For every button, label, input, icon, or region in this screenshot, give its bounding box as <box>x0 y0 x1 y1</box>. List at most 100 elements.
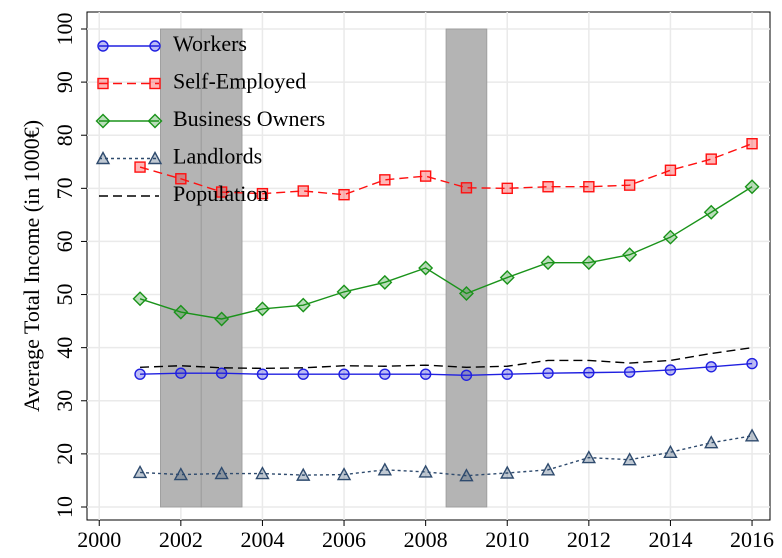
marker <box>379 174 391 186</box>
marker <box>664 164 677 176</box>
legend-label: Self-Employed <box>173 69 306 94</box>
legend-label: Landlords <box>173 144 262 169</box>
marker <box>583 181 595 193</box>
x-tick-label: 2002 <box>159 527 203 552</box>
marker <box>147 113 163 129</box>
marker <box>134 161 146 173</box>
legend-label: Business Owners <box>173 106 325 131</box>
marker <box>662 229 678 245</box>
marker <box>214 466 229 480</box>
shaded-period <box>445 28 488 508</box>
marker <box>583 366 595 379</box>
shaded-period <box>200 28 243 508</box>
x-tick-label: 2006 <box>322 527 366 552</box>
marker <box>419 170 432 182</box>
marker <box>215 367 228 379</box>
marker <box>540 255 556 271</box>
marker <box>746 138 758 150</box>
marker <box>460 369 473 381</box>
legend: Workers Self-Employed Business Owners Landl… <box>95 31 325 206</box>
marker <box>664 364 677 376</box>
marker <box>336 284 352 300</box>
y-tick-label: 50 <box>52 284 77 306</box>
marker <box>175 367 187 379</box>
series-line <box>140 362 753 376</box>
marker <box>744 179 760 195</box>
marker <box>540 462 556 476</box>
x-tick-label: 2012 <box>567 527 611 552</box>
marker <box>173 467 189 481</box>
marker <box>338 188 350 201</box>
series-line <box>140 435 753 477</box>
marker <box>173 304 189 320</box>
y-axis-label: Average Total Income (in 1000€) <box>19 120 44 412</box>
marker <box>295 297 311 313</box>
marker <box>499 270 515 286</box>
marker <box>256 368 269 380</box>
marker <box>254 301 270 317</box>
marker <box>458 285 474 301</box>
y-tick-label: 100 <box>52 12 77 45</box>
marker <box>149 40 161 52</box>
marker <box>623 366 636 378</box>
x-tick-label: 2008 <box>404 527 448 552</box>
series-line <box>139 186 753 320</box>
x-tick-label: 2016 <box>730 527 774 552</box>
marker <box>132 291 148 307</box>
series-line <box>140 346 753 370</box>
marker <box>623 179 636 191</box>
marker <box>338 368 350 380</box>
x-tick-label: 2004 <box>240 527 284 552</box>
y-tick-label: 20 <box>52 443 77 465</box>
x-tick-label: 2014 <box>648 527 692 552</box>
marker <box>418 260 434 276</box>
marker <box>746 357 758 370</box>
y-tick-label: 80 <box>52 124 77 146</box>
marker <box>296 467 311 481</box>
marker <box>500 465 515 479</box>
marker <box>460 182 473 194</box>
series-line <box>139 143 753 196</box>
y-tick-label: 30 <box>52 390 77 412</box>
marker <box>97 40 109 52</box>
legend-label: Workers <box>173 31 247 56</box>
marker <box>95 151 111 165</box>
marker <box>97 77 109 90</box>
y-tick-label: 40 <box>52 337 77 359</box>
marker <box>705 361 717 373</box>
marker <box>744 428 760 442</box>
marker <box>175 173 187 185</box>
x-tick-label: 2000 <box>77 527 121 552</box>
marker <box>704 435 719 449</box>
y-tick-label: 60 <box>52 230 77 252</box>
marker <box>134 368 146 380</box>
marker <box>581 255 597 271</box>
marker <box>419 368 432 380</box>
marker <box>663 444 678 458</box>
marker <box>542 181 554 193</box>
marker <box>501 182 513 195</box>
marker <box>214 311 230 327</box>
marker <box>418 464 433 478</box>
marker <box>95 113 111 129</box>
x-tick-label: 2010 <box>485 527 529 552</box>
y-tick-label: 10 <box>52 496 77 518</box>
marker <box>255 466 270 480</box>
marker <box>215 186 228 198</box>
y-tick-label: 90 <box>52 71 77 93</box>
y-tick-label: 70 <box>52 177 77 199</box>
marker <box>256 187 269 200</box>
marker <box>703 204 719 220</box>
marker <box>501 368 513 380</box>
marker <box>149 77 161 90</box>
marker <box>705 153 717 165</box>
marker <box>622 247 638 263</box>
marker <box>379 368 391 380</box>
marker <box>132 465 148 479</box>
marker <box>377 462 393 476</box>
marker <box>459 468 474 482</box>
marker <box>542 367 554 379</box>
marker <box>377 274 393 290</box>
marker <box>336 467 352 481</box>
